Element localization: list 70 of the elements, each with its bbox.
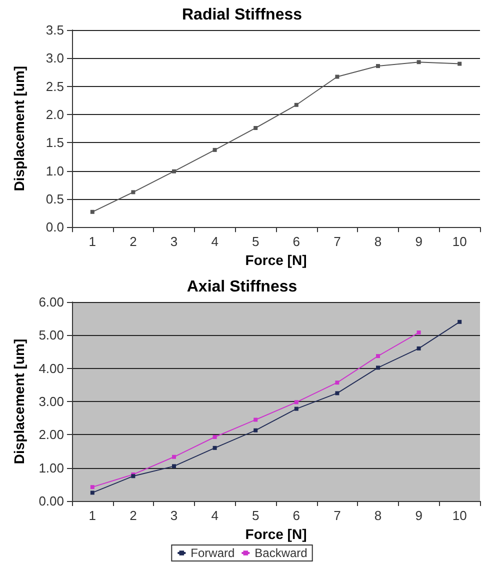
point: [458, 62, 462, 66]
point: [294, 102, 298, 107]
y-tick-label: 3.0: [46, 50, 64, 66]
y-tick-label: 5.00: [38, 328, 64, 343]
point: [458, 320, 462, 324]
x-tick-label: 4: [211, 234, 218, 250]
legend-label: Backward: [254, 546, 308, 560]
point: [335, 391, 340, 396]
y-tick-label: 1.00: [38, 460, 64, 476]
point: [212, 446, 217, 450]
point: [172, 169, 176, 174]
point: [254, 126, 258, 130]
y-tick-label: 2.5: [46, 78, 64, 94]
x-tick-label: 10: [452, 234, 467, 250]
x-tick-label: 10: [452, 508, 467, 523]
point: [172, 454, 176, 459]
point: [172, 464, 176, 468]
chart-title: Radial Stiffness: [182, 6, 302, 24]
point: [254, 418, 258, 422]
x-tick-label: 3: [170, 508, 178, 523]
point: [376, 64, 380, 68]
x-tick-label: 9: [415, 508, 422, 523]
point: [90, 485, 94, 490]
point: [335, 74, 340, 79]
x-tick-label: 3: [170, 234, 178, 250]
y-tick-label: 2.0: [46, 106, 64, 122]
point: [335, 380, 340, 385]
point: [90, 210, 94, 214]
point: [90, 490, 94, 495]
legend-label: Forward: [190, 546, 235, 560]
x-tick-label: 2: [130, 508, 137, 523]
x-tick-label: 9: [415, 234, 422, 250]
x-tick-label: 7: [334, 508, 341, 523]
point: [416, 330, 421, 335]
x-axis-title: Force [N]: [245, 252, 307, 268]
y-tick-label: 6.00: [38, 294, 64, 310]
y-axis-title: Displacement [um]: [11, 338, 27, 464]
point: [294, 400, 298, 404]
y-tick-label: 3.5: [46, 22, 64, 38]
y-tick-label: 0.00: [38, 494, 64, 508]
x-tick-label: 5: [252, 508, 260, 523]
y-tick-label: 0.0: [46, 220, 64, 235]
x-tick-label: 1: [88, 508, 96, 523]
y-tick-label: 3.00: [38, 394, 64, 409]
point: [416, 60, 421, 64]
point: [212, 434, 217, 439]
point: [131, 190, 136, 194]
point: [254, 428, 258, 432]
x-tick-label: 2: [130, 234, 137, 250]
x-tick-label: 8: [374, 508, 382, 523]
x-tick-label: 1: [88, 234, 96, 250]
point: [416, 346, 421, 350]
point: [376, 354, 380, 358]
x-tick-label: 5: [252, 234, 260, 250]
x-tick-label: 4: [211, 508, 218, 523]
point: [376, 366, 380, 370]
y-axis-title: Displacement [um]: [11, 66, 27, 192]
y-tick-label: 1.5: [46, 135, 64, 150]
point: [212, 148, 217, 152]
x-tick-label: 8: [374, 234, 382, 250]
y-tick-label: 4.00: [38, 360, 64, 376]
x-axis-title: Force [N]: [245, 526, 307, 542]
chart-title: Axial Stiffness: [186, 278, 298, 296]
x-tick-label: 6: [292, 234, 300, 250]
point: [294, 406, 298, 411]
y-tick-label: 1.0: [46, 163, 64, 178]
x-tick-label: 7: [334, 234, 341, 250]
x-tick-label: 6: [292, 508, 300, 523]
y-tick-label: 0.5: [46, 191, 64, 206]
y-tick-label: 2.00: [38, 427, 64, 442]
